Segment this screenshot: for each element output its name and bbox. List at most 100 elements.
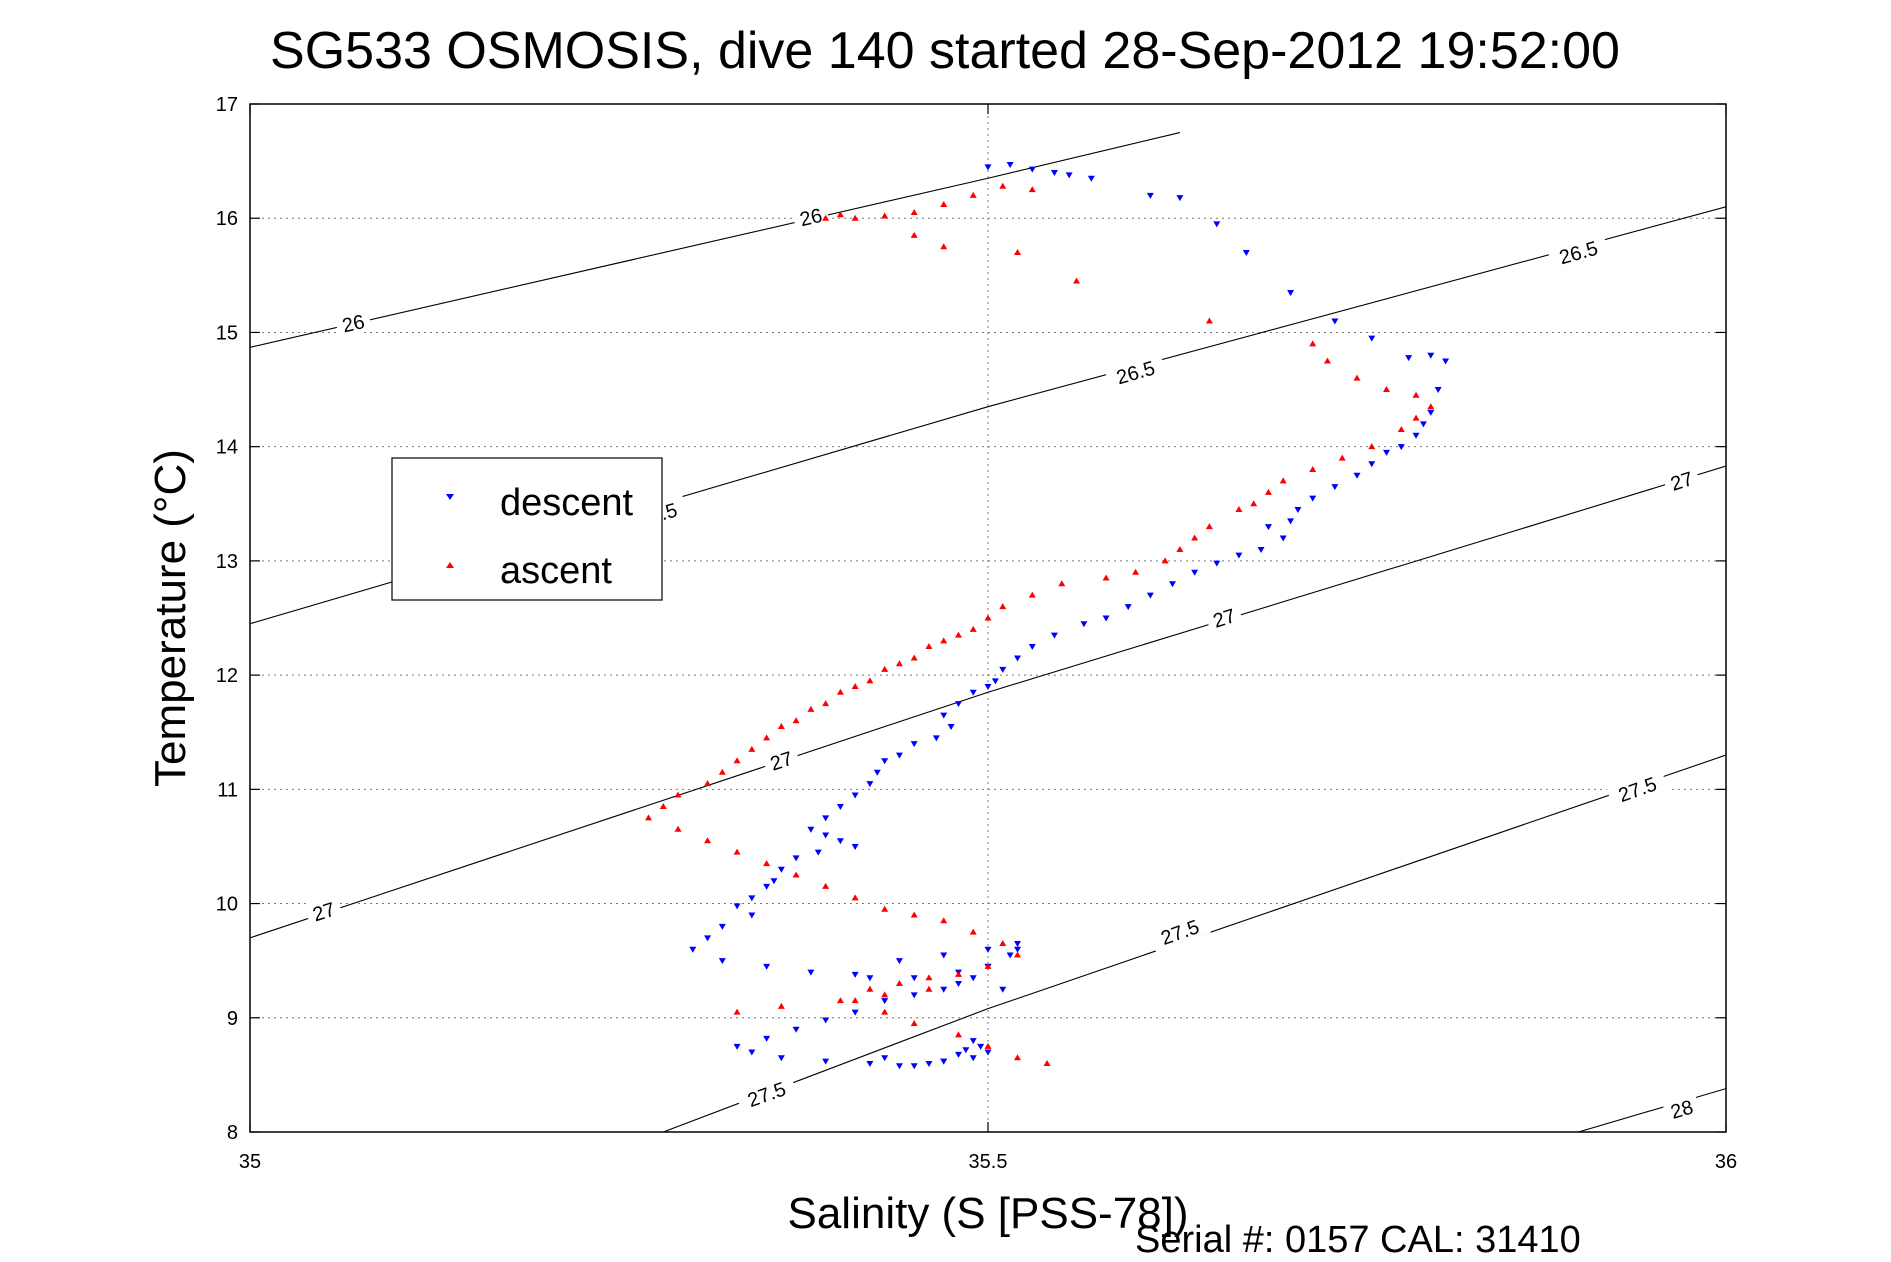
- descent-point: [822, 832, 830, 839]
- y-tick-label: 15: [216, 322, 238, 344]
- descent-point: [777, 866, 785, 873]
- y-axis-label: Temperature (°C): [146, 449, 195, 787]
- contour-label: 27.5: [1158, 916, 1202, 950]
- density-contour-28: [1578, 1088, 1726, 1132]
- descent-point: [991, 678, 999, 685]
- x-tick-label: 36: [1715, 1151, 1737, 1173]
- ascent-point: [910, 654, 918, 661]
- descent-point: [1014, 655, 1022, 662]
- descent-point: [895, 958, 903, 965]
- descent-point: [932, 735, 940, 742]
- descent-point: [1412, 432, 1420, 439]
- descent-point: [1427, 409, 1435, 416]
- ascent-point: [910, 209, 918, 216]
- descent-point: [1146, 592, 1154, 599]
- descent-point: [689, 946, 697, 953]
- descent-point: [881, 758, 889, 765]
- descent-point: [1102, 615, 1110, 622]
- descent-point: [984, 164, 992, 171]
- ascent-point: [674, 825, 682, 832]
- contour-label-backdrop: [1546, 232, 1610, 271]
- ascent-point: [954, 970, 962, 977]
- ascent-point: [881, 905, 889, 912]
- x-axis-ticks: 35 35.5 36: [239, 104, 1737, 1173]
- ascent-point: [1014, 951, 1022, 958]
- descent-point: [792, 855, 800, 862]
- ascent-point: [969, 191, 977, 198]
- contour-label: 26: [340, 311, 367, 337]
- descent-point: [1264, 524, 1272, 531]
- descent-point: [910, 1063, 918, 1070]
- legend-descent-marker: [446, 494, 454, 500]
- density-contour-26: [250, 132, 1181, 348]
- descent-point: [1294, 506, 1302, 513]
- descent-point: [910, 741, 918, 748]
- descent-point: [999, 986, 1007, 993]
- descent-point: [851, 1009, 859, 1016]
- y-tick-label: 9: [227, 1008, 238, 1030]
- density-contour-27.5: [663, 754, 1726, 1132]
- descent-point: [940, 712, 948, 719]
- ascent-point: [910, 231, 918, 238]
- y-tick-label: 12: [216, 665, 238, 687]
- descent-point: [1080, 621, 1088, 628]
- ascent-point: [822, 214, 830, 221]
- descent-point: [1006, 952, 1014, 959]
- serial-cal-text: Serial #: 0157 CAL: 31410: [1135, 1219, 1581, 1261]
- ascent-point: [940, 243, 948, 250]
- ascent-point: [659, 802, 667, 809]
- ascent-point: [718, 768, 726, 775]
- descent-point: [1419, 421, 1427, 428]
- ascent-point: [910, 1019, 918, 1026]
- ascent-point: [895, 660, 903, 667]
- descent-point: [763, 883, 771, 890]
- ascent-point: [777, 1002, 785, 1009]
- descent-point: [1331, 318, 1339, 325]
- ascent-point: [999, 182, 1007, 189]
- descent-point: [1427, 352, 1435, 359]
- ascent-point: [895, 980, 903, 987]
- descent-point: [1087, 175, 1095, 182]
- contour-label-backdrop: [1204, 600, 1244, 634]
- descent-point: [881, 1055, 889, 1062]
- ascent-point: [1043, 1059, 1051, 1066]
- descent-point: [748, 912, 756, 919]
- ascent-point: [807, 705, 815, 712]
- descent-point: [910, 975, 918, 982]
- descent-point: [1442, 358, 1450, 365]
- descent-point: [984, 946, 992, 953]
- y-tick-label: 10: [216, 894, 238, 916]
- descent-point: [954, 981, 962, 988]
- legend-box: [391, 457, 663, 601]
- ascent-point: [925, 974, 933, 981]
- descent-point: [763, 963, 771, 970]
- ascent-point: [954, 631, 962, 638]
- contour-label: 26: [798, 205, 825, 231]
- descent-point: [1368, 335, 1376, 342]
- contour-label-backdrop: [303, 893, 344, 928]
- ascent-point: [1235, 505, 1243, 512]
- ascent-point: [984, 962, 992, 969]
- ascent-point: [777, 723, 785, 730]
- descent-point: [969, 1055, 977, 1062]
- descent-point: [770, 878, 778, 885]
- ascent-point: [836, 997, 844, 1004]
- ascent-point: [1383, 386, 1391, 393]
- descent-point: [822, 1058, 830, 1065]
- descent-point: [947, 724, 955, 731]
- descent-point: [1028, 166, 1036, 173]
- descent-point: [1006, 162, 1014, 169]
- descent-point: [814, 849, 822, 856]
- descent-point: [851, 971, 859, 978]
- ascent-point: [851, 997, 859, 1004]
- ascent-point: [881, 212, 889, 219]
- ascent-point: [645, 814, 653, 821]
- ascent-point: [1205, 523, 1213, 530]
- contour-label-backdrop: [791, 200, 830, 232]
- ascent-point: [1309, 340, 1317, 347]
- ascent-point: [881, 991, 889, 998]
- descent-point: [1146, 192, 1154, 199]
- ascent-point: [1323, 357, 1331, 364]
- contour-label-backdrop: [734, 1072, 798, 1115]
